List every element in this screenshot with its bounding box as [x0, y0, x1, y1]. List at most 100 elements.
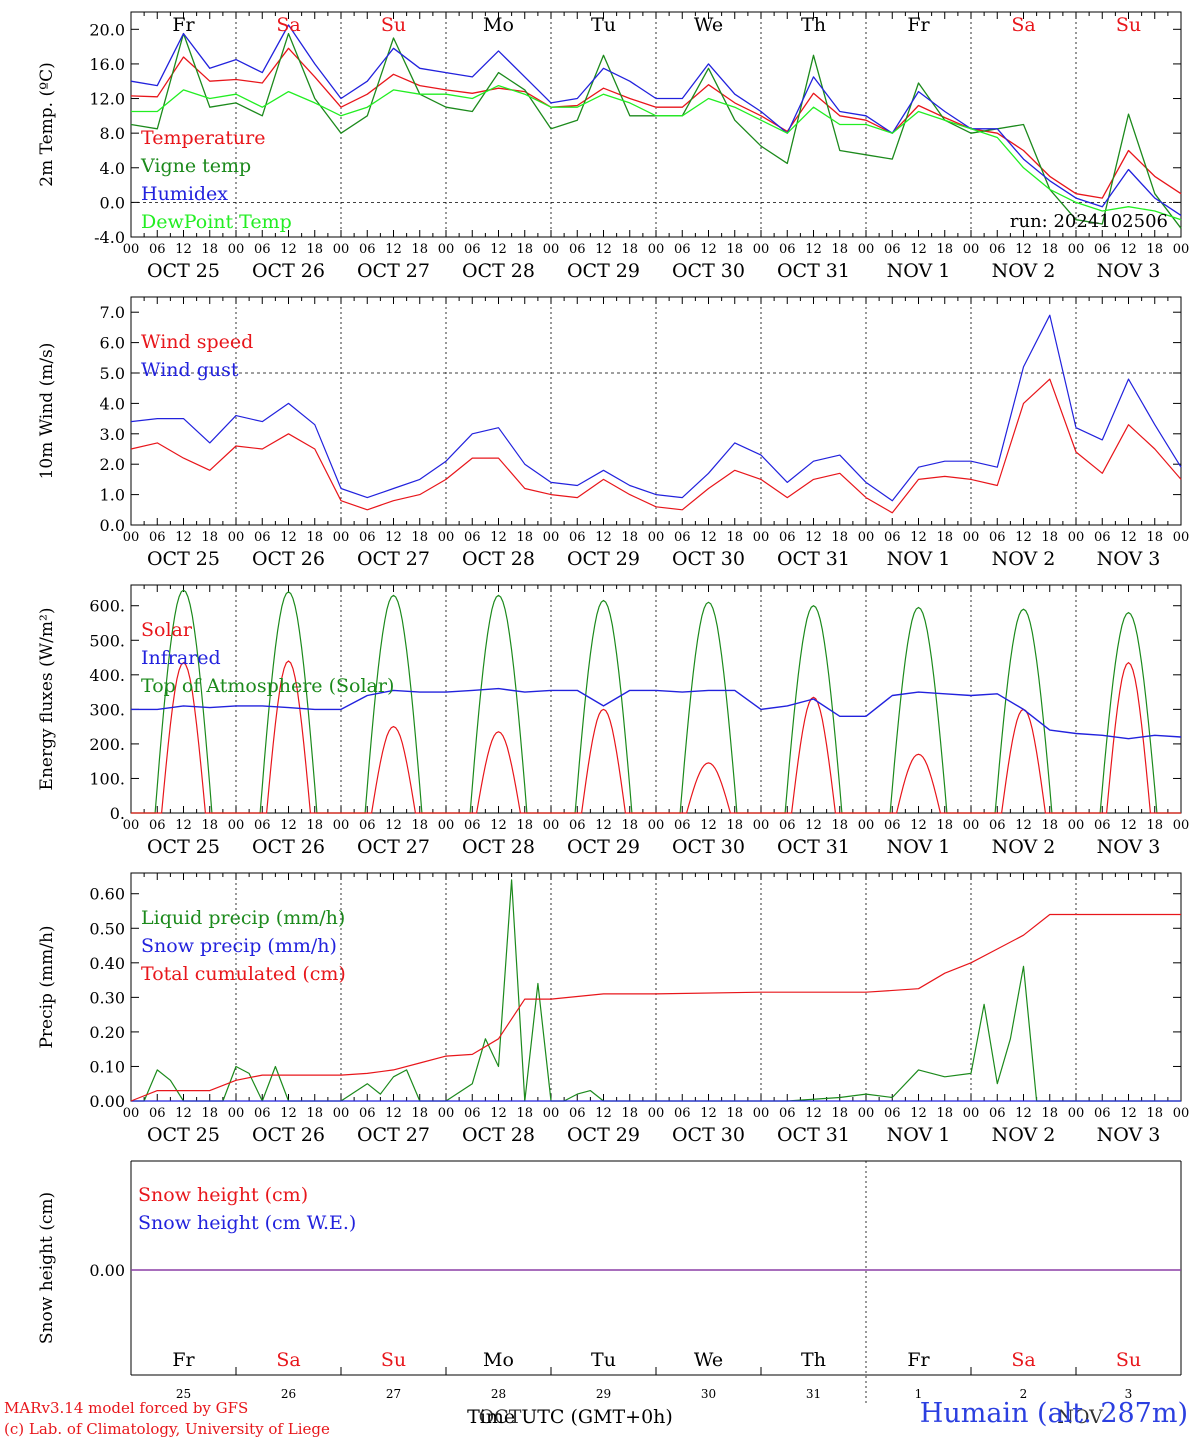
y-tick-label: 0.00 — [89, 1092, 125, 1111]
date-label: OCT 29 — [567, 836, 640, 858]
hour-tick-label: 18 — [1146, 818, 1163, 833]
y-tick-label: 500. — [89, 631, 125, 650]
series-line-solar — [131, 660, 1181, 814]
hour-tick-label: 12 — [280, 1106, 297, 1121]
hour-tick-label: 00 — [438, 530, 455, 545]
hour-tick-label: 06 — [779, 818, 796, 833]
hour-tick-label: 06 — [779, 530, 796, 545]
date-label: OCT 30 — [672, 836, 745, 858]
legend-snow-height-cm: Snow height (cm) — [138, 1184, 308, 1206]
hour-tick-label: 00 — [123, 530, 140, 545]
day-number: 2 — [1020, 1387, 1028, 1401]
y-axis-label: Snow height (cm) — [37, 1192, 57, 1344]
day-label: Sa — [1011, 1349, 1035, 1371]
hour-tick-label: 18 — [1041, 530, 1058, 545]
y-tick-label: 4.0 — [100, 394, 125, 413]
hour-tick-label: 18 — [411, 1106, 428, 1121]
hour-tick-label: 00 — [1068, 530, 1085, 545]
date-label: NOV 2 — [992, 548, 1056, 570]
hour-tick-label: 00 — [123, 242, 140, 257]
hour-tick-label: 18 — [936, 242, 953, 257]
hour-tick-label: 18 — [1146, 530, 1163, 545]
y-tick-label: 300. — [89, 700, 125, 719]
hour-tick-label: 12 — [175, 1106, 192, 1121]
date-label: OCT 27 — [357, 548, 430, 570]
hour-tick-label: 18 — [831, 530, 848, 545]
date-label: OCT 27 — [357, 836, 430, 858]
date-label: OCT 31 — [777, 548, 850, 570]
hour-tick-label: 00 — [648, 242, 665, 257]
date-label: OCT 28 — [462, 836, 535, 858]
hour-tick-label: 12 — [805, 818, 822, 833]
y-tick-label: 0. — [110, 804, 125, 823]
legend-top-of-atmosphere-solar: Top of Atmosphere (Solar) — [141, 675, 394, 697]
hour-tick-label: 12 — [490, 1106, 507, 1121]
day-number: 3 — [1125, 1387, 1133, 1401]
date-label: NOV 2 — [992, 260, 1056, 282]
hour-tick-label: 00 — [228, 1106, 245, 1121]
hour-tick-label: 18 — [831, 1106, 848, 1121]
legend-temperature: Temperature — [141, 127, 265, 149]
day-label: Su — [381, 1349, 406, 1371]
hour-tick-label: 18 — [831, 242, 848, 257]
date-label: OCT 25 — [147, 1124, 220, 1146]
hour-tick-label: 12 — [385, 530, 402, 545]
hour-tick-label: 06 — [149, 818, 166, 833]
hour-tick-label: 18 — [201, 242, 218, 257]
model-credit: MARv3.14 model forced by GFS — [4, 1399, 249, 1417]
hour-tick-label: 00 — [438, 242, 455, 257]
y-axis-label: 10m Wind (m/s) — [37, 343, 57, 480]
y-tick-label: 20.0 — [89, 20, 125, 39]
date-label: OCT 28 — [462, 1124, 535, 1146]
day-number: 27 — [386, 1387, 401, 1401]
hour-tick-label: 00 — [753, 530, 770, 545]
hour-tick-label: 06 — [569, 242, 586, 257]
legend-wind-gust: Wind gust — [141, 359, 239, 381]
y-tick-label: 0.00 — [89, 1261, 125, 1280]
y-tick-label: -4.0 — [94, 228, 125, 247]
panel-3: 00 06 12 18 00 06 12 18 00 06 12 18 00 06 12 18 00 06 12 18… — [37, 584, 1190, 858]
hour-tick-label: 00 — [543, 1106, 560, 1121]
hour-tick-label: 06 — [1094, 242, 1111, 257]
hour-tick-label: 18 — [411, 818, 428, 833]
hour-tick-label: 06 — [254, 818, 271, 833]
hour-tick-label: 06 — [464, 530, 481, 545]
legend-humidex: Humidex — [141, 183, 228, 205]
date-label: NOV 3 — [1097, 1124, 1161, 1146]
day-label: Th — [801, 1349, 826, 1371]
day-label: Tu — [591, 1349, 616, 1371]
hour-tick-label: 12 — [700, 1106, 717, 1121]
hour-tick-label: 12 — [385, 242, 402, 257]
hour-tick-label: 06 — [884, 242, 901, 257]
hour-tick-label: 06 — [149, 1106, 166, 1121]
hour-tick-label: 12 — [910, 818, 927, 833]
date-label: OCT 30 — [672, 260, 745, 282]
hour-tick-label: 06 — [1094, 818, 1111, 833]
hour-tick-label: 00 — [963, 530, 980, 545]
hour-tick-label: 06 — [884, 818, 901, 833]
y-tick-label: 16.0 — [89, 55, 125, 74]
hour-tick-label: 06 — [464, 1106, 481, 1121]
hour-tick-label: 12 — [805, 242, 822, 257]
y-tick-label: 7.0 — [100, 303, 125, 322]
hour-tick-label: 06 — [359, 242, 376, 257]
date-label: OCT 31 — [777, 1124, 850, 1146]
hour-tick-label: 00 — [1173, 530, 1190, 545]
hour-tick-label: 06 — [149, 530, 166, 545]
hour-tick-label: 18 — [726, 530, 743, 545]
hour-tick-label: 12 — [280, 242, 297, 257]
hour-tick-label: 18 — [516, 530, 533, 545]
date-label: OCT 29 — [567, 260, 640, 282]
hour-tick-label: 00 — [543, 530, 560, 545]
hour-tick-label: 18 — [411, 242, 428, 257]
y-tick-label: 200. — [89, 735, 125, 754]
panel-1: 00 06 12 18 00 06 12 18 00 06 12 18 00 06 12 18 00 06 12 18… — [37, 11, 1189, 282]
hour-tick-label: 18 — [411, 530, 428, 545]
legend-snow-precip-mm-h: Snow precip (mm/h) — [141, 935, 337, 957]
hour-tick-label: 00 — [438, 1106, 455, 1121]
station-title: Humain (alt. 287m) — [919, 1398, 1188, 1429]
hour-tick-label: 18 — [516, 1106, 533, 1121]
hour-tick-label: 00 — [1173, 818, 1190, 833]
date-label: OCT 25 — [147, 548, 220, 570]
day-label: Sa — [276, 1349, 300, 1371]
